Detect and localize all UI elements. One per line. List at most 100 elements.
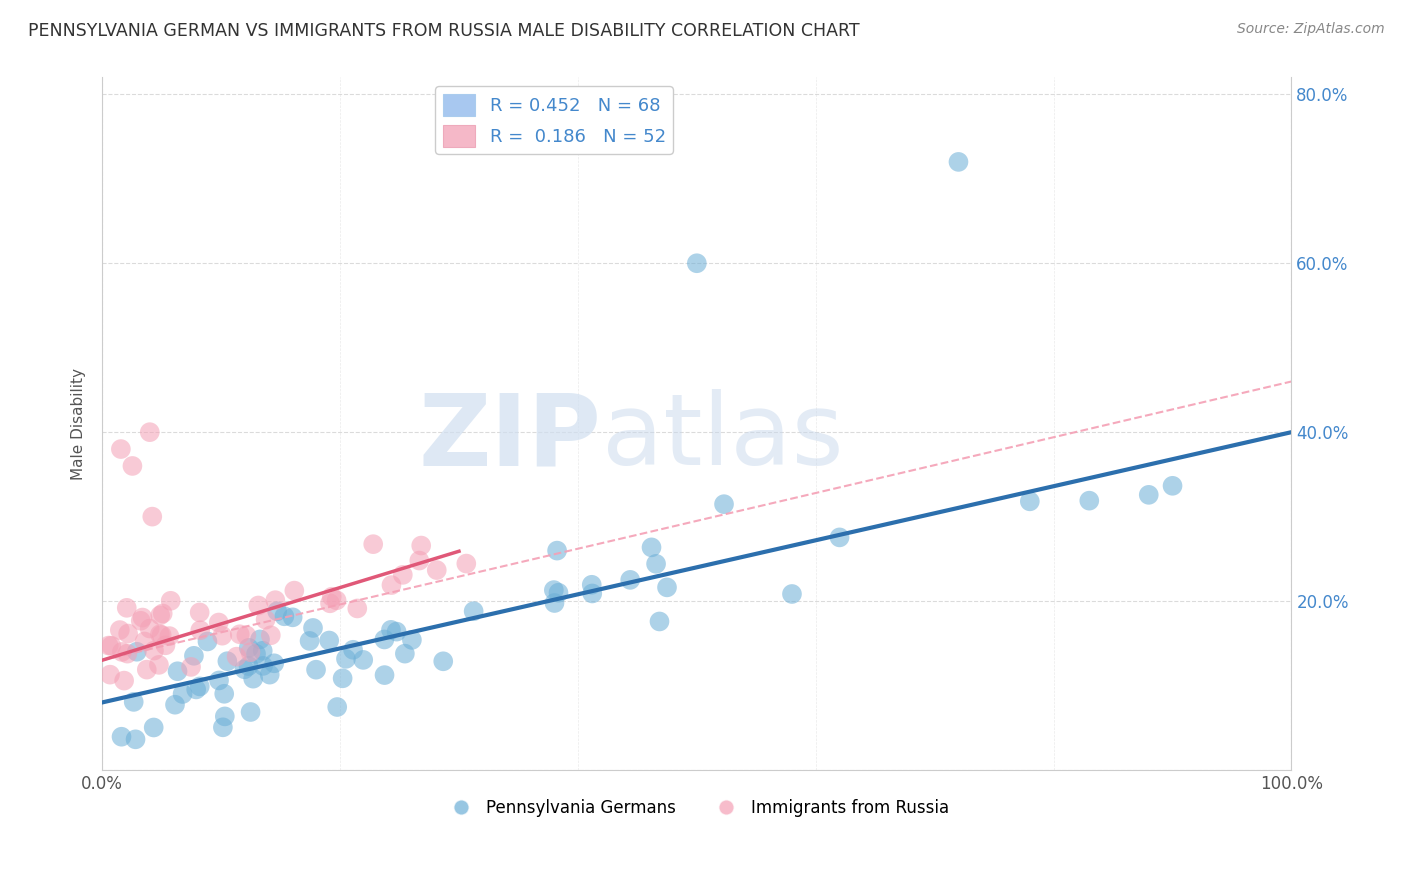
Point [332,671,354,685]
Point [233,662,256,676]
Point [138,622,160,636]
Text: ZIP: ZIP [419,389,602,486]
Point [463,604,485,618]
Point [380,578,402,592]
Point [183,648,205,663]
Point [385,624,408,639]
Point [208,673,231,688]
Point [97,639,120,653]
Point [122,695,145,709]
Point [149,627,172,641]
Point [456,557,478,571]
Point [115,600,138,615]
Point [125,645,148,659]
Point [401,632,423,647]
Point [110,730,132,744]
Point [392,567,415,582]
Point [166,665,188,679]
Text: Source: ZipAtlas.com: Source: ZipAtlas.com [1237,22,1385,37]
Point [259,667,281,681]
Point [361,537,384,551]
Point [828,530,851,544]
Point [217,654,239,668]
Text: PENNSYLVANIA GERMAN VS IMMIGRANTS FROM RUSSIA MALE DISABILITY CORRELATION CHART: PENNSYLVANIA GERMAN VS IMMIGRANTS FROM R… [28,22,859,40]
Point [546,543,568,558]
Point [135,663,157,677]
Point [124,732,146,747]
Point [319,596,342,610]
Point [100,639,122,653]
Point [780,587,803,601]
Point [1161,479,1184,493]
Legend: Pennsylvania Germans, Immigrants from Russia: Pennsylvania Germans, Immigrants from Ru… [437,793,956,824]
Point [239,645,262,659]
Point [543,596,565,610]
Point [266,604,288,618]
Point [172,687,194,701]
Y-axis label: Male Disability: Male Disability [72,368,86,480]
Point [212,687,235,701]
Point [645,557,668,571]
Point [581,586,603,600]
Point [305,663,328,677]
Point [150,628,173,642]
Point [188,680,211,694]
Point [111,645,134,659]
Point [163,698,186,712]
Point [581,578,603,592]
Point [380,623,402,637]
Point [264,593,287,607]
Point [352,653,374,667]
Point [318,633,340,648]
Point [543,583,565,598]
Point [247,599,270,613]
Point [155,638,177,652]
Point [180,660,202,674]
Point [141,509,163,524]
Point [148,657,170,672]
Point [321,590,343,604]
Point [121,458,143,473]
Point [326,700,349,714]
Point [640,541,662,555]
Point [302,621,325,635]
Point [252,659,274,673]
Point [1078,493,1101,508]
Point [254,613,277,627]
Point [238,640,260,655]
Point [131,610,153,624]
Point [143,643,166,657]
Point [547,585,569,599]
Point [298,634,321,648]
Point [208,615,231,630]
Point [142,721,165,735]
Point [212,720,235,734]
Point [235,628,257,642]
Point [188,624,211,638]
Point [239,705,262,719]
Point [655,580,678,594]
Text: atlas: atlas [602,389,844,486]
Point [157,629,180,643]
Point [1137,488,1160,502]
Point [134,634,156,648]
Point [245,647,267,661]
Point [373,632,395,647]
Point [249,632,271,647]
Point [211,629,233,643]
Point [188,606,211,620]
Point [426,563,449,577]
Point [335,652,357,666]
Point [242,672,264,686]
Point [139,425,162,439]
Point [238,659,260,673]
Point [159,594,181,608]
Point [432,654,454,668]
Point [686,256,709,270]
Point [117,647,139,661]
Point [325,593,347,607]
Point [98,667,121,681]
Point [197,634,219,648]
Point [117,626,139,640]
Point [346,601,368,615]
